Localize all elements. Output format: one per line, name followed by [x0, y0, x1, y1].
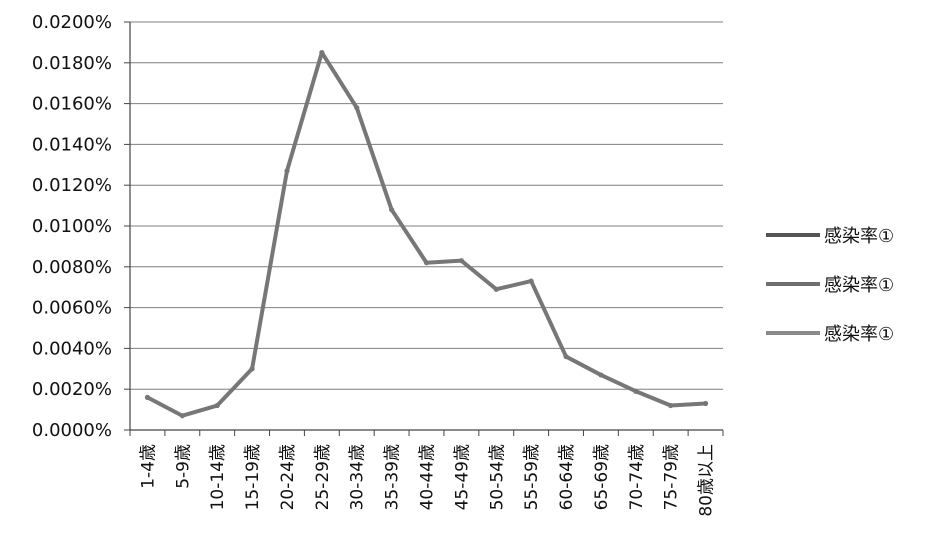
- x-tick-label: 40-44歳: [418, 444, 438, 510]
- gridlines: [130, 21, 723, 390]
- data-point: [598, 372, 604, 378]
- x-tick-label: 55-59歳: [522, 444, 542, 510]
- x-tick-label: 75-79歳: [662, 444, 682, 510]
- data-point: [354, 105, 360, 111]
- y-tick-label: 0.0120%: [32, 175, 112, 196]
- x-tick-label: 60-64歳: [557, 444, 577, 510]
- x-tick-label: 65-69歳: [592, 444, 612, 510]
- data-point: [633, 388, 639, 394]
- x-tick-label: 1-4歳: [138, 444, 158, 489]
- x-tick-label: 10-14歳: [208, 444, 228, 510]
- x-tick-label: 80歳以上: [697, 444, 717, 517]
- data-point: [389, 207, 395, 213]
- y-tick-label: 0.0180%: [32, 53, 112, 74]
- data-point: [563, 353, 569, 360]
- data-point: [319, 50, 325, 56]
- x-tick-label: 5-9歳: [173, 444, 193, 489]
- y-tick-label: 0.0160%: [32, 94, 112, 115]
- legend-label: 感染率①: [824, 226, 894, 247]
- axes: [124, 21, 724, 436]
- x-tick-label: 35-39歳: [383, 444, 403, 510]
- data-point: [249, 366, 255, 372]
- y-tick-label: 0.0080%: [32, 257, 112, 278]
- series-lines: [144, 50, 709, 419]
- data-point: [458, 258, 464, 264]
- y-tick-label: 0.0100%: [32, 216, 112, 237]
- data-point: [702, 400, 709, 407]
- legend-label: 感染率①: [824, 324, 894, 345]
- y-tick-label: 0.0140%: [32, 134, 112, 155]
- legend: 感染率① 感染率① 感染率①: [766, 226, 894, 345]
- y-tick-label: 0.0000%: [32, 420, 112, 441]
- x-tick-label: 70-74歳: [627, 444, 647, 510]
- data-point: [284, 168, 290, 174]
- x-tick-label: 50-54歳: [487, 444, 507, 510]
- data-point: [528, 278, 534, 284]
- x-tick-label: 20-24歳: [278, 444, 298, 510]
- data-point: [179, 413, 185, 419]
- y-tick-label: 0.0060%: [32, 298, 112, 319]
- data-point: [668, 402, 674, 409]
- x-tick-label: 30-34歳: [348, 444, 368, 510]
- y-tick-labels: 0.0000% 0.0020% 0.0040% 0.0060% 0.0080% 0.010…: [32, 12, 112, 441]
- x-tick-label: 45-49歳: [452, 444, 472, 510]
- x-tick-labels: 1-4歳 5-9歳 10-14歳 15-19歳 20-24歳 25-29歳 30-34歳 35…: [138, 444, 716, 517]
- data-point: [423, 260, 430, 266]
- legend-label: 感染率①: [824, 275, 894, 296]
- x-tick-label: 25-29歳: [313, 444, 333, 510]
- y-tick-label: 0.0040%: [32, 338, 112, 359]
- series-line: [145, 50, 708, 418]
- data-point: [144, 394, 151, 400]
- data-point: [214, 402, 220, 409]
- x-tick-label: 15-19歳: [243, 444, 263, 510]
- y-tick-label: 0.0200%: [32, 12, 112, 33]
- y-tick-label: 0.0020%: [32, 379, 112, 400]
- data-point: [493, 286, 499, 292]
